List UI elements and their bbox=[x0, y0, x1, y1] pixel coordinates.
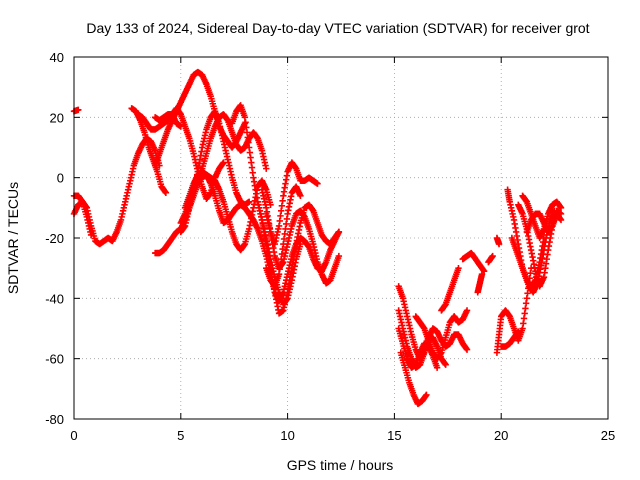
y-tick-label: -20 bbox=[45, 231, 64, 246]
x-tick-label: 0 bbox=[70, 428, 77, 443]
y-tick-label: -60 bbox=[45, 352, 64, 367]
data-point bbox=[87, 231, 95, 239]
y-tick-label: 40 bbox=[50, 50, 64, 65]
y-tick-label: -40 bbox=[45, 291, 64, 306]
data-point bbox=[297, 192, 304, 199]
data-point bbox=[314, 180, 321, 187]
x-tick-label: 25 bbox=[601, 428, 615, 443]
data-point bbox=[423, 391, 430, 399]
data-point bbox=[442, 361, 449, 368]
data-point bbox=[478, 271, 486, 278]
x-axis-label: GPS time / hours bbox=[287, 457, 394, 473]
y-tick-label: 20 bbox=[50, 110, 64, 125]
x-axis-ticks: 0 5 10 15 20 25 bbox=[70, 57, 615, 443]
y-tick-label: 0 bbox=[57, 171, 64, 186]
data-point bbox=[177, 123, 184, 130]
data-point bbox=[455, 264, 462, 272]
x-tick-label: 20 bbox=[494, 428, 508, 443]
y-tick-label: -80 bbox=[45, 412, 64, 427]
x-tick-label: 10 bbox=[280, 428, 294, 443]
data-point bbox=[75, 106, 82, 113]
data-point bbox=[463, 346, 471, 353]
data-point bbox=[245, 198, 253, 205]
y-axis-label: SDTVAR / TECUs bbox=[5, 182, 21, 294]
y-axis-ticks: -80 -60 -40 -20 0 20 40 bbox=[45, 50, 608, 427]
data-point bbox=[489, 252, 496, 260]
data-points bbox=[70, 68, 565, 408]
data-point bbox=[515, 328, 522, 335]
data-point bbox=[335, 228, 343, 236]
data-point bbox=[263, 165, 270, 172]
chart-title: Day 133 of 2024, Sidereal Day-to-day VTE… bbox=[86, 20, 589, 36]
x-tick-label: 5 bbox=[177, 428, 184, 443]
data-point bbox=[162, 189, 170, 196]
data-point bbox=[557, 216, 565, 224]
data-point bbox=[495, 240, 503, 248]
data-point bbox=[463, 307, 471, 314]
data-point bbox=[433, 364, 441, 371]
x-tick-label: 15 bbox=[387, 428, 401, 443]
data-point bbox=[335, 252, 343, 260]
data-point bbox=[557, 204, 565, 212]
